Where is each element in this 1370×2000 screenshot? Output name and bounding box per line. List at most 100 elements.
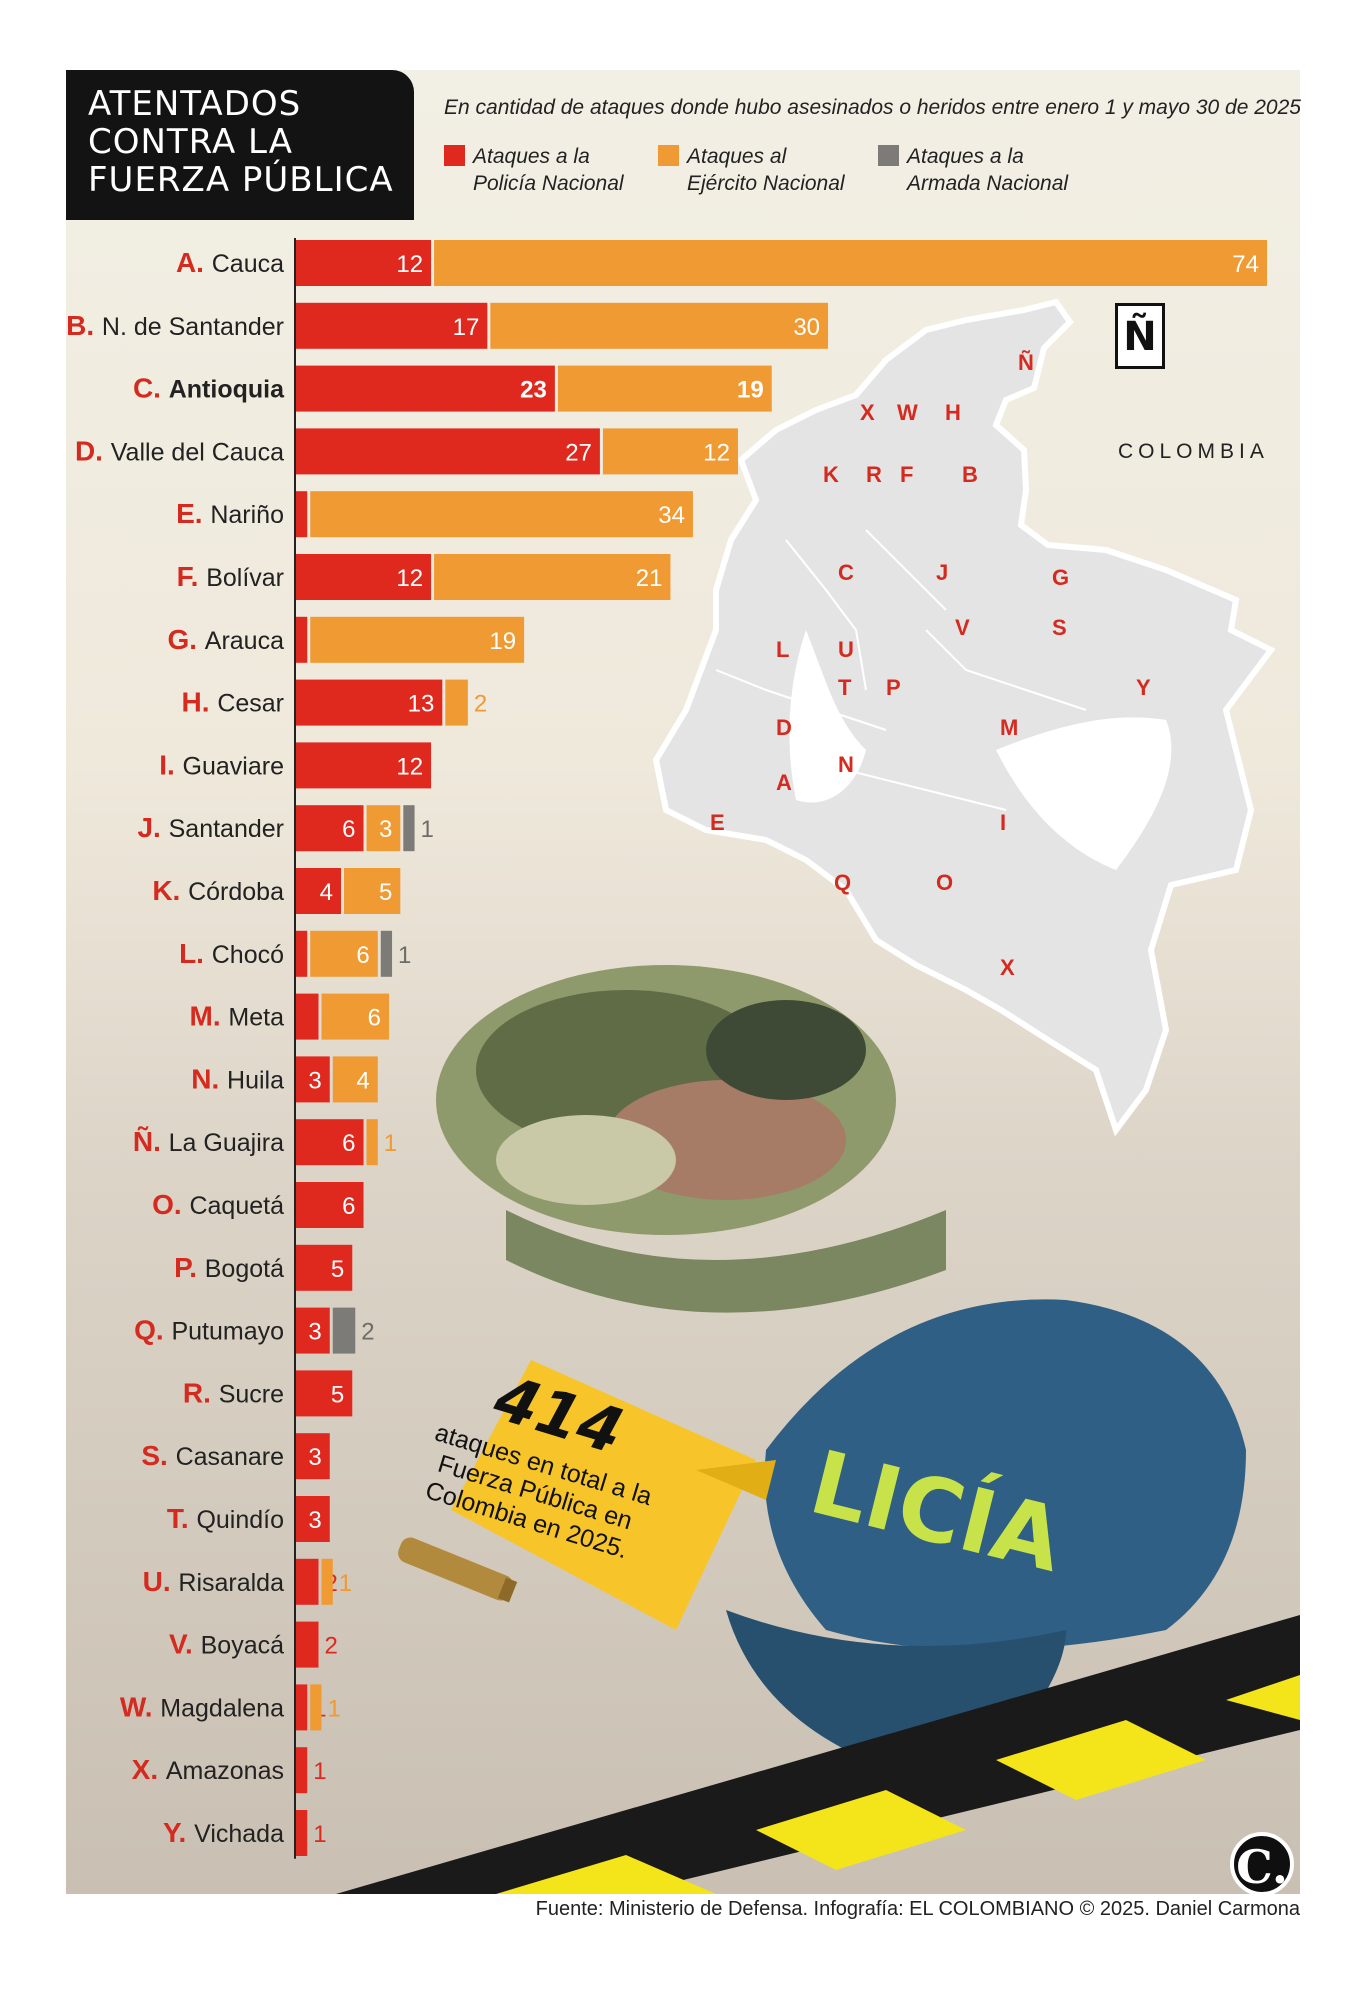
category-letter: L. <box>179 938 212 969</box>
category-letter: I. <box>159 749 182 780</box>
category-name: Valle del Cauca <box>111 438 284 466</box>
category-label: I. Guaviare <box>159 749 284 780</box>
bar-value-label: 3 <box>308 1507 321 1534</box>
category-label: V. Boyacá <box>169 1629 284 1660</box>
category-label: T. Quindío <box>167 1503 284 1534</box>
title-box: ATENTADOS CONTRA LA FUERZA PÚBLICA <box>66 70 414 220</box>
category-label: Ñ. La Guajira <box>133 1126 284 1157</box>
bar-value-label: 12 <box>396 565 423 592</box>
category-letter: V. <box>169 1629 201 1660</box>
legend-label-navy: Ataques a la Armada Nacional <box>907 145 1069 195</box>
bar-segment <box>296 1307 330 1354</box>
bar-segment <box>403 805 415 852</box>
category-name: Quindío <box>196 1506 284 1534</box>
bar-value-label: 1 <box>339 1570 352 1597</box>
category-letter: W. <box>120 1691 160 1722</box>
bar-value-label: 6 <box>356 942 369 969</box>
bar-segment <box>310 1684 322 1731</box>
category-label: L. Chocó <box>179 938 284 969</box>
bar-value-label: 17 <box>453 314 480 341</box>
category-letter: S. <box>141 1440 175 1471</box>
bar-segment <box>434 240 1267 286</box>
category-letter: Q. <box>134 1315 171 1346</box>
bar-value-label: 12 <box>396 753 423 780</box>
bar-segment <box>310 491 693 538</box>
bar-value-label: 1 <box>328 1695 341 1722</box>
category-label: B. N. de Santander <box>66 310 284 341</box>
bar-value-label: 2 <box>361 1319 374 1346</box>
category-label: P. Bogotá <box>174 1252 284 1283</box>
bar-segment <box>310 930 378 977</box>
bar-segment <box>434 554 671 600</box>
bar-value-label: 30 <box>793 314 820 341</box>
bar-value-label: 23 <box>520 377 547 404</box>
bar-segment <box>332 1307 356 1354</box>
category-letter: U. <box>143 1566 179 1597</box>
bar-value-label: 1 <box>313 1758 326 1785</box>
category-label: K. Córdoba <box>152 875 284 906</box>
category-label: D. Valle del Cauca <box>75 435 284 466</box>
bar-segment <box>296 805 364 852</box>
bar-segment <box>490 302 829 349</box>
category-label: J. Santander <box>137 812 284 843</box>
category-letter: G. <box>167 624 204 655</box>
category-name: Putumayo <box>171 1318 284 1346</box>
category-name: Guaviare <box>183 752 284 780</box>
category-letter: X. <box>132 1754 166 1785</box>
category-letter: D. <box>75 435 111 466</box>
category-name: Sucre <box>219 1380 284 1408</box>
category-name: Santander <box>169 815 284 843</box>
bar-segment <box>602 428 738 475</box>
bar-segment <box>296 742 432 789</box>
category-label: G. Arauca <box>167 624 284 655</box>
bar-segment <box>296 993 319 1040</box>
category-name: La Guajira <box>169 1129 284 1157</box>
bar-value-label: 3 <box>308 1319 321 1346</box>
bar-segment <box>296 428 600 475</box>
legend-swatch-army <box>658 145 679 166</box>
legend-swatch-navy <box>878 145 899 166</box>
category-name: Antioquia <box>169 376 285 404</box>
legend-label-police: Ataques a la Policía Nacional <box>473 145 624 195</box>
category-letter: M. <box>190 1001 229 1032</box>
category-name: Córdoba <box>188 878 284 906</box>
bar-value-label: 13 <box>408 691 435 718</box>
bullet-casing <box>398 1537 518 1603</box>
category-label: A. Cauca <box>176 247 284 278</box>
bar-value-label: 74 <box>1232 251 1259 278</box>
category-letter: H. <box>182 687 218 718</box>
el-colombiano-logo: C. <box>1230 1832 1294 1896</box>
title-line-2: CONTRA LA <box>88 122 293 162</box>
bar-segment <box>296 554 432 600</box>
bar-segment <box>296 491 308 538</box>
category-label: C. Antioquia <box>133 373 285 404</box>
category-label: U. Risaralda <box>143 1566 284 1597</box>
bar-segment <box>296 1621 319 1668</box>
bar-segment <box>296 1747 308 1794</box>
bar-segment <box>296 679 443 726</box>
category-label: H. Cesar <box>182 687 284 718</box>
category-name: Magdalena <box>160 1694 284 1722</box>
caution-tape <box>336 1615 1300 1894</box>
bar-value-label: 1 <box>421 816 434 843</box>
bar-value-label: 19 <box>489 628 516 655</box>
bar-segment <box>296 1056 330 1103</box>
category-letter: B. <box>66 310 102 341</box>
category-letter: F. <box>177 561 207 592</box>
bar-segment <box>296 616 308 663</box>
bar-segment <box>296 302 488 349</box>
category-name: Bogotá <box>205 1255 284 1283</box>
bar-segment <box>296 868 342 914</box>
category-name: N. de Santander <box>102 313 284 341</box>
bar-segment <box>321 1558 333 1605</box>
bar-segment <box>296 1370 353 1417</box>
bar-value-label: 3 <box>379 816 392 843</box>
category-letter: C. <box>133 373 169 404</box>
bar-value-label: 12 <box>703 439 730 466</box>
category-letter: A. <box>176 247 212 278</box>
category-name: Amazonas <box>166 1757 284 1785</box>
bar-segment <box>557 365 772 412</box>
category-letter: K. <box>152 875 188 906</box>
total-card-shape <box>451 1360 776 1630</box>
bar-value-label: 6 <box>342 1193 355 1220</box>
